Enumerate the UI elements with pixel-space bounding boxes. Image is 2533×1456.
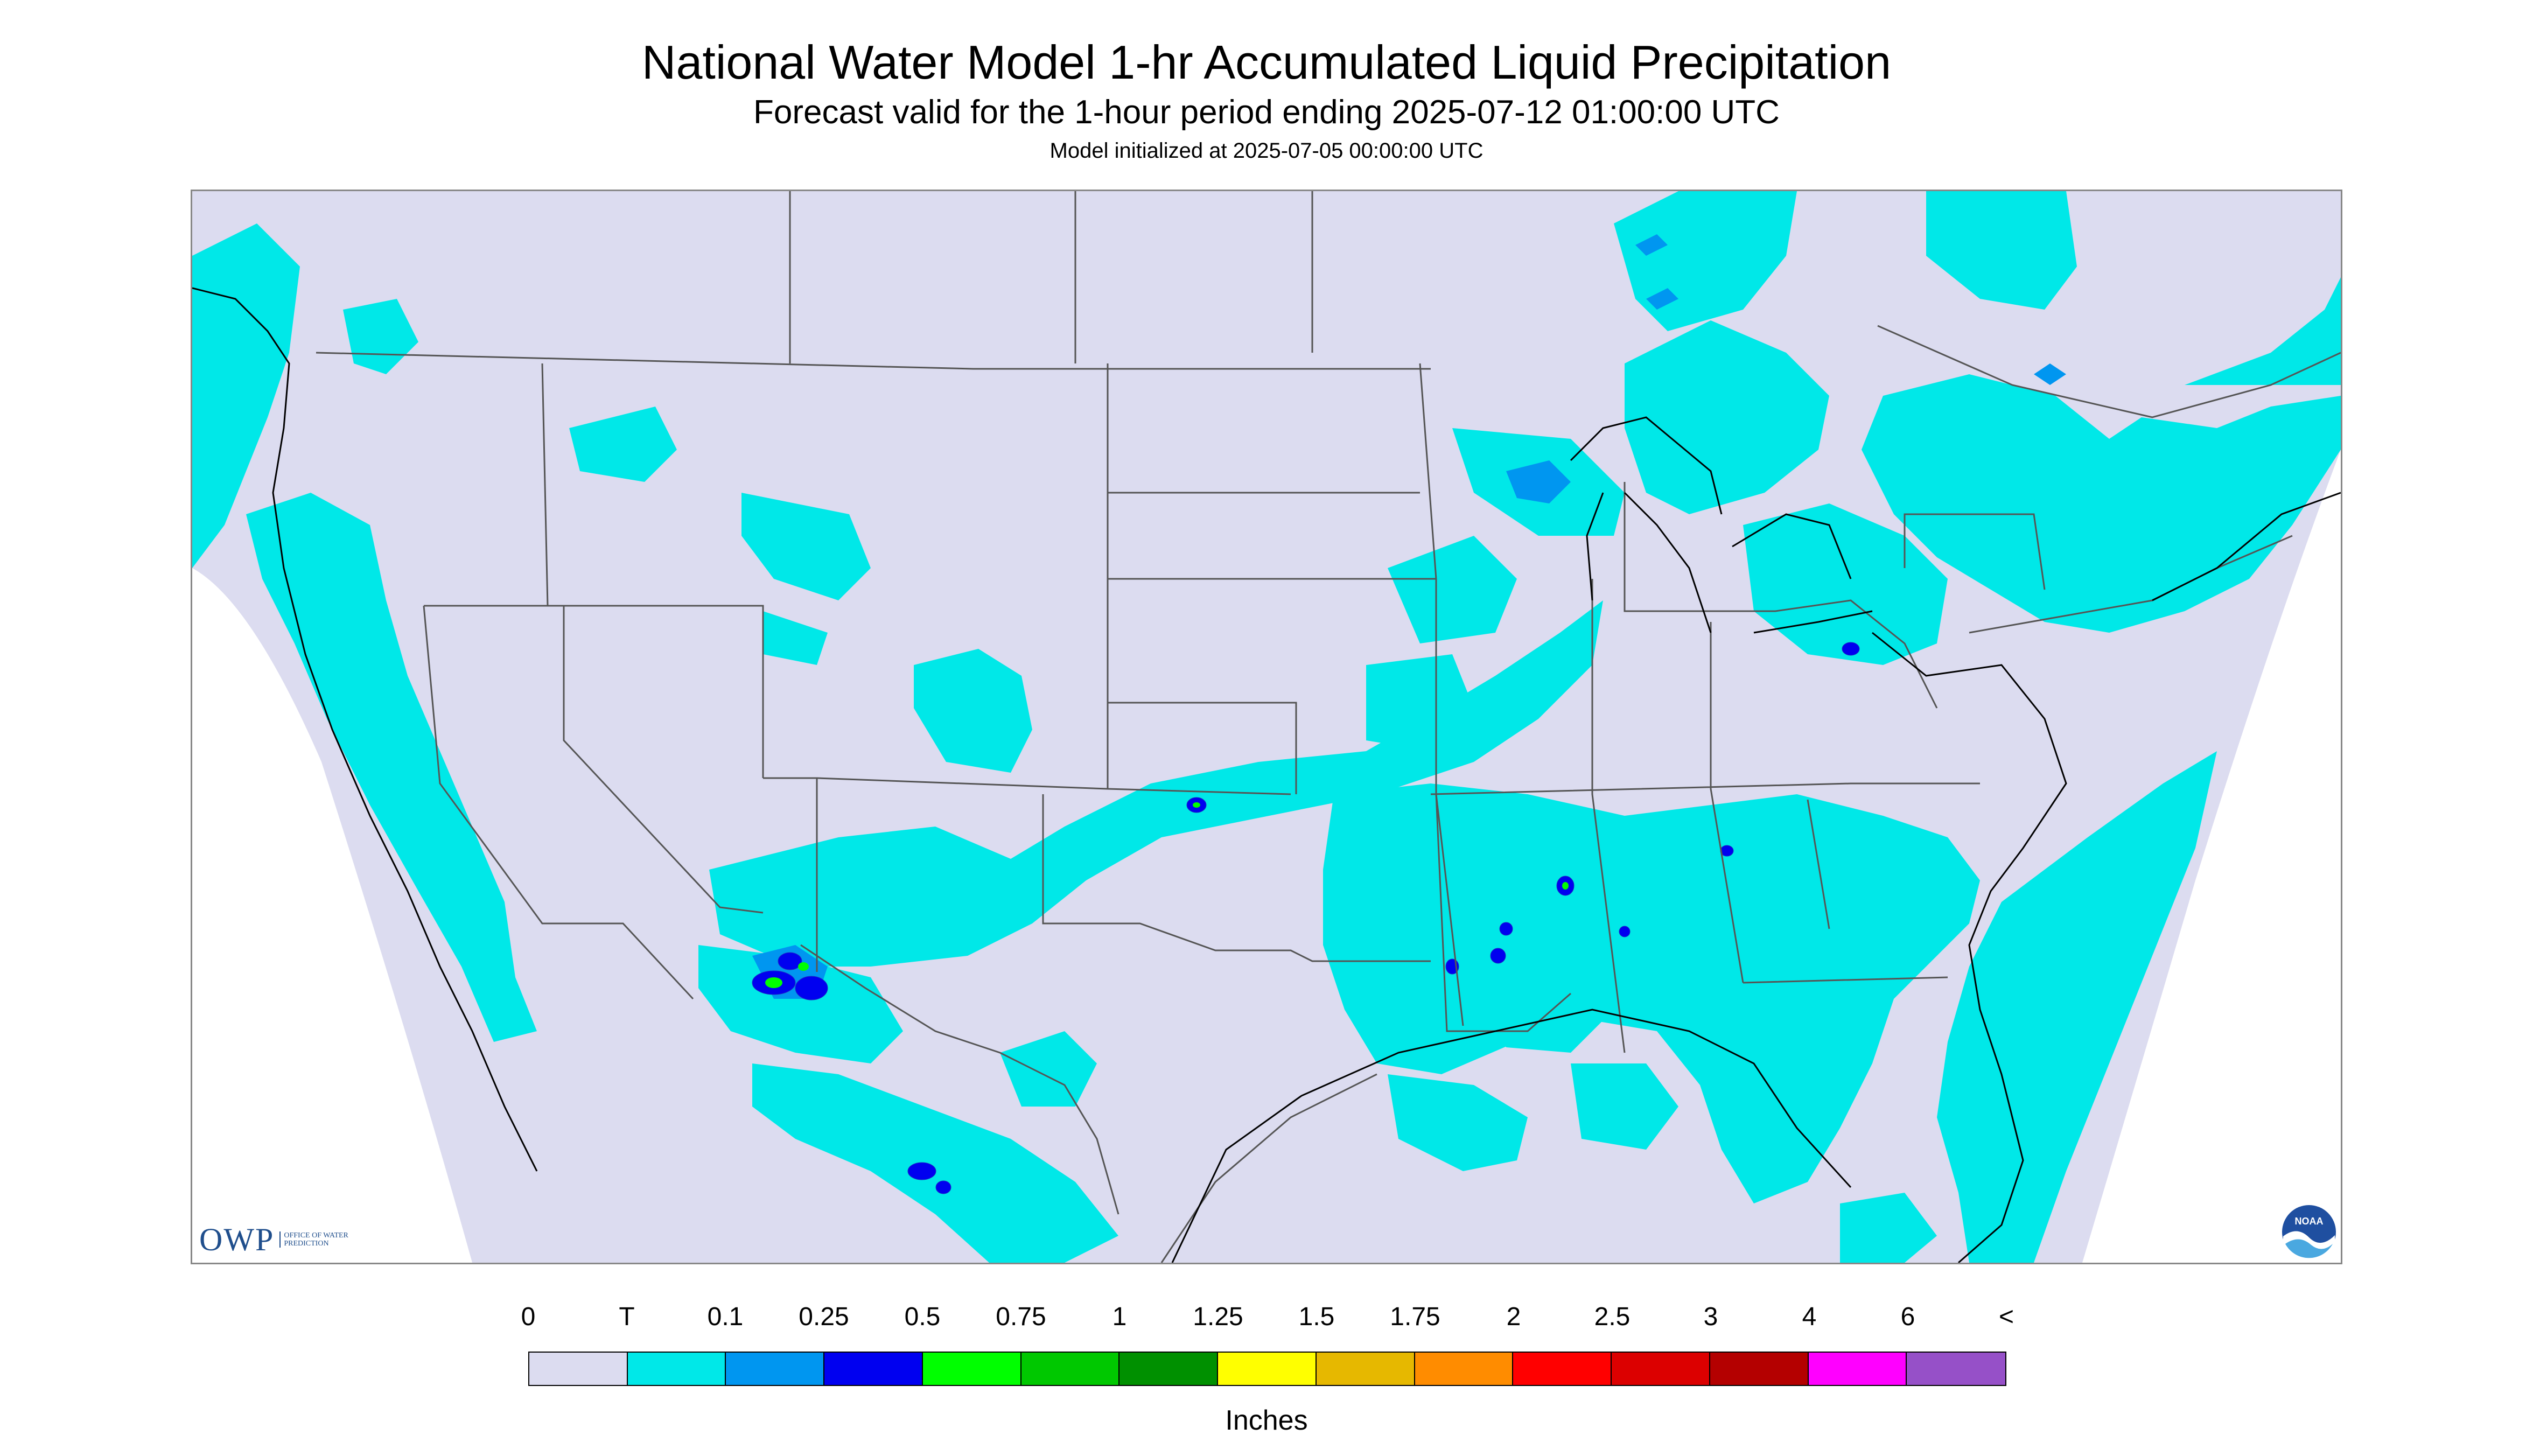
legend-label: 0.75	[996, 1303, 1046, 1331]
legend-label: 0.5	[904, 1303, 941, 1331]
legend-swatch	[627, 1353, 726, 1385]
map-title: National Water Model 1-hr Accumulated Li…	[641, 36, 1892, 89]
legend-label: <	[1998, 1303, 2014, 1331]
legend-label: 0.25	[799, 1303, 849, 1331]
legend-swatch	[726, 1353, 825, 1385]
legend-label: 3	[1703, 1303, 1718, 1331]
legend-swatch	[1021, 1353, 1120, 1385]
forecast-valid-subtitle: Forecast valid for the 1-hour period end…	[753, 94, 1780, 131]
legend-swatch	[1415, 1353, 1514, 1385]
owp-logo-text: OWP	[199, 1221, 275, 1257]
legend-label: 4	[1802, 1303, 1817, 1331]
noaa-logo-text: NOAA	[2295, 1216, 2324, 1227]
legend-label: 1.75	[1390, 1303, 1440, 1331]
owp-logo: OWP OFFICE OF WATER PREDICTION	[199, 1221, 354, 1257]
precipitation-map[interactable]	[191, 190, 2342, 1264]
map-canvas	[192, 191, 2341, 1263]
legend-swatch	[922, 1353, 1021, 1385]
legend-swatch	[1316, 1353, 1415, 1385]
legend-labels: 0 T 0.1 0.25 0.5 0.75 1 1.25 1.5 1.75 2 2.5 3 4 6 <	[0, 1302, 2533, 1334]
legend-swatch	[1218, 1353, 1317, 1385]
noaa-logo: NOAA	[2282, 1205, 2336, 1260]
coastlines	[192, 287, 2341, 1263]
model-init-caption: Model initialized at 2025-07-05 00:00:00…	[1049, 139, 1484, 163]
legend-label: 1	[1112, 1303, 1127, 1331]
legend-units: Inches	[1225, 1405, 1308, 1436]
state-boundaries	[316, 191, 2341, 1263]
legend-label: 0	[521, 1303, 536, 1331]
legend-label: 0.1	[707, 1303, 744, 1331]
legend-label: 2.5	[1594, 1303, 1631, 1331]
legend-swatch	[529, 1353, 628, 1385]
legend-swatch	[1612, 1353, 1710, 1385]
legend-label: 2	[1506, 1303, 1521, 1331]
legend-label: 1.5	[1298, 1303, 1335, 1331]
legend-label: 1.25	[1193, 1303, 1243, 1331]
legend-swatch	[1710, 1353, 1809, 1385]
legend-colorbar	[528, 1352, 2006, 1386]
legend-swatch	[1907, 1353, 2006, 1385]
legend-swatch	[1119, 1353, 1219, 1385]
legend-label: 6	[1900, 1303, 1915, 1331]
legend-swatch	[1513, 1353, 1612, 1385]
heavy-precip-cells	[765, 802, 1569, 988]
legend-swatch	[824, 1353, 923, 1385]
legend-swatch	[1808, 1353, 1907, 1385]
legend-label: T	[619, 1303, 635, 1331]
owp-logo-subtext: OFFICE OF WATER PREDICTION	[279, 1231, 354, 1248]
